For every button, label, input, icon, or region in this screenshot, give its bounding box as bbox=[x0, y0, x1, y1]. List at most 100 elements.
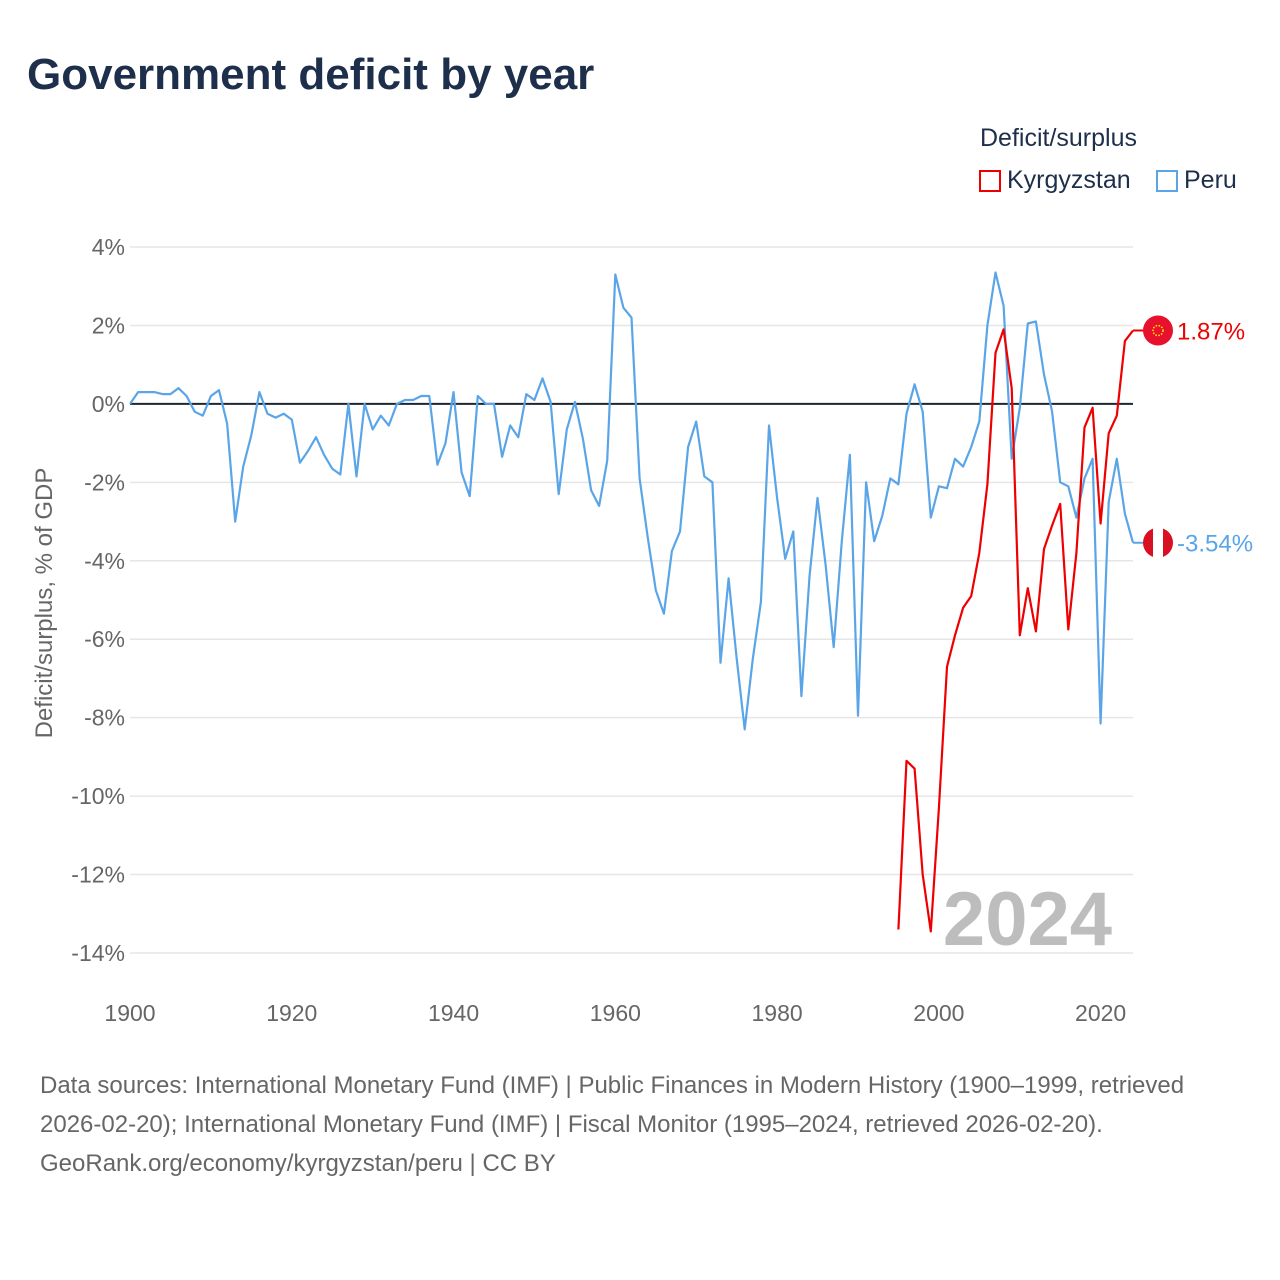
data-point bbox=[816, 497, 819, 500]
data-point bbox=[590, 489, 593, 492]
data-point bbox=[978, 420, 981, 423]
data-point bbox=[962, 465, 965, 468]
y-tick-label: -10% bbox=[71, 783, 125, 809]
data-point bbox=[986, 324, 989, 327]
data-point bbox=[250, 434, 253, 437]
data-point bbox=[193, 410, 196, 413]
credit-link[interactable]: GeoRank.org/economy/kyrgyzstan/peru | CC… bbox=[40, 1150, 556, 1177]
data-point bbox=[954, 634, 957, 637]
x-tick-label: 1980 bbox=[752, 1000, 803, 1026]
data-point bbox=[347, 402, 350, 405]
x-tick-label: 1900 bbox=[104, 1000, 155, 1026]
data-point bbox=[881, 514, 884, 517]
data-point bbox=[468, 495, 471, 498]
data-point bbox=[1123, 340, 1126, 343]
data-point bbox=[1002, 328, 1005, 331]
data-point bbox=[1026, 322, 1029, 325]
data-point bbox=[921, 410, 924, 413]
x-tick-label: 1960 bbox=[590, 1000, 641, 1026]
data-point bbox=[735, 657, 738, 660]
data-point bbox=[290, 418, 293, 421]
data-point bbox=[331, 467, 334, 470]
flag-stripes bbox=[1143, 527, 1173, 558]
data-point bbox=[1059, 481, 1062, 484]
data-point bbox=[1034, 630, 1037, 633]
data-point bbox=[387, 424, 390, 427]
data-point bbox=[533, 398, 536, 401]
data-point bbox=[986, 483, 989, 486]
data-point bbox=[1043, 548, 1046, 551]
data-point bbox=[476, 395, 479, 398]
data-point bbox=[1059, 502, 1062, 505]
data-point bbox=[509, 424, 512, 427]
data-point bbox=[873, 540, 876, 543]
data-point bbox=[840, 540, 843, 543]
legend-label: Kyrgyzstan bbox=[1007, 166, 1131, 194]
flag-field bbox=[1143, 315, 1173, 346]
data-point bbox=[161, 393, 164, 396]
y-tick-label: -14% bbox=[71, 940, 125, 966]
data-point bbox=[379, 414, 382, 417]
flag-stripe bbox=[1143, 527, 1153, 558]
data-point bbox=[1051, 410, 1054, 413]
data-point bbox=[687, 446, 690, 449]
data-point bbox=[501, 455, 504, 458]
flag-stripe bbox=[1163, 527, 1173, 558]
data-point bbox=[662, 612, 665, 615]
data-point bbox=[970, 595, 973, 598]
data-point bbox=[549, 400, 552, 403]
data-sources: Data sources: International Monetary Fun… bbox=[40, 1072, 1185, 1138]
data-point bbox=[695, 420, 698, 423]
data-point bbox=[201, 414, 204, 417]
data-point bbox=[679, 530, 682, 533]
series-line-kyrgyzstan bbox=[897, 328, 1134, 933]
data-point bbox=[743, 728, 746, 731]
data-point bbox=[541, 377, 544, 380]
data-point bbox=[306, 449, 309, 452]
data-point bbox=[315, 436, 318, 439]
y-tick-label: -8% bbox=[84, 705, 125, 731]
data-point bbox=[848, 453, 851, 456]
y-tick-label: -6% bbox=[84, 626, 125, 652]
kyrgyzstan-flag-icon bbox=[1143, 315, 1173, 346]
data-point bbox=[169, 393, 172, 396]
data-point bbox=[897, 483, 900, 486]
data-point bbox=[1018, 634, 1021, 637]
data-point bbox=[1115, 414, 1118, 417]
data-point bbox=[856, 714, 859, 717]
data-point bbox=[1107, 432, 1110, 435]
data-point bbox=[776, 497, 779, 500]
series-line-peru bbox=[129, 271, 1135, 731]
legend-item-kyrgyzstan[interactable]: Kyrgyzstan bbox=[979, 166, 1131, 195]
data-point bbox=[1067, 628, 1070, 631]
x-tick-label: 1940 bbox=[428, 1000, 479, 1026]
data-point bbox=[905, 412, 908, 415]
legend-item-peru[interactable]: Peru bbox=[1156, 166, 1237, 195]
y-tick-label: 4% bbox=[92, 234, 125, 260]
data-point bbox=[889, 477, 892, 480]
data-point bbox=[1034, 320, 1037, 323]
data-point bbox=[913, 767, 916, 770]
data-point bbox=[630, 316, 633, 319]
data-point bbox=[525, 393, 528, 396]
data-point bbox=[581, 438, 584, 441]
data-point bbox=[1075, 551, 1078, 554]
data-point bbox=[145, 391, 148, 394]
x-tick-label: 2020 bbox=[1075, 1000, 1126, 1026]
data-point bbox=[573, 400, 576, 403]
x-tick-label: 1920 bbox=[266, 1000, 317, 1026]
data-point bbox=[1107, 500, 1110, 503]
data-point bbox=[1026, 587, 1029, 590]
data-point bbox=[298, 461, 301, 464]
chart-title: Government deficit by year bbox=[27, 50, 595, 99]
data-point bbox=[217, 389, 220, 392]
data-point bbox=[945, 487, 948, 490]
data-point bbox=[1091, 457, 1094, 460]
data-point bbox=[1075, 516, 1078, 519]
data-point bbox=[137, 391, 140, 394]
data-point bbox=[1091, 406, 1094, 409]
data-point bbox=[412, 398, 415, 401]
data-point bbox=[565, 428, 568, 431]
data-point bbox=[784, 557, 787, 560]
